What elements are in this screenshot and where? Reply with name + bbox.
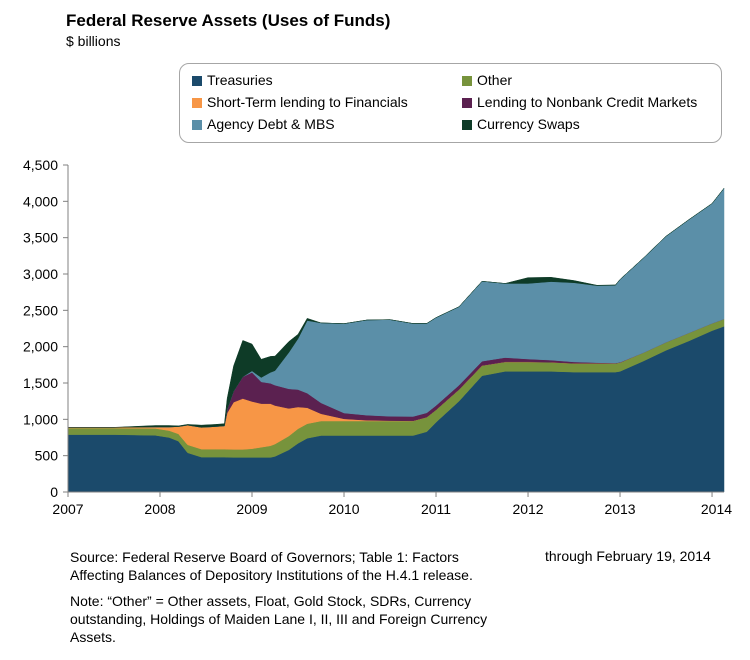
- legend-item-short-term-lending: Short-Term lending to Financials: [192, 94, 408, 110]
- through-date: through February 19, 2014: [545, 548, 711, 564]
- x-tick-label: 2014: [701, 501, 732, 517]
- legend-label: Currency Swaps: [477, 116, 580, 132]
- y-tick-label: 0: [50, 484, 58, 500]
- legend-swatch: [192, 98, 202, 108]
- legend-item-currency-swaps: Currency Swaps: [462, 116, 580, 132]
- y-tick-label: 4,500: [23, 157, 58, 173]
- y-tick-label: 2,000: [23, 339, 58, 355]
- axes: 0 500 1,000 1,500 2,000 2,500 3,000 3,500 4,000 4…: [23, 157, 732, 517]
- legend-swatch: [462, 98, 472, 108]
- legend-item-agency-mbs: Agency Debt & MBS: [192, 116, 335, 132]
- y-tick-label: 4,000: [23, 193, 58, 209]
- chart-subtitle: $ billions: [66, 33, 121, 49]
- y-tick-label: 2,500: [23, 302, 58, 318]
- legend-swatch: [192, 76, 202, 86]
- area-layers: [67, 187, 725, 493]
- legend-item-treasuries: Treasuries: [192, 72, 273, 88]
- y-tick-label: 1,500: [23, 375, 58, 391]
- y-tick-label: 3,000: [23, 266, 58, 282]
- legend-label: Short-Term lending to Financials: [207, 94, 408, 110]
- y-tick-label: 1,000: [23, 411, 58, 427]
- legend-swatch: [192, 120, 202, 130]
- y-tick-label: 3,500: [23, 230, 58, 246]
- legend: Treasuries Other Short-Term lending to F…: [179, 63, 722, 143]
- x-tick-label: 2013: [604, 501, 635, 517]
- legend-item-nonbank-lending: Lending to Nonbank Credit Markets: [462, 94, 697, 110]
- legend-label: Agency Debt & MBS: [207, 116, 335, 132]
- legend-item-other: Other: [462, 72, 512, 88]
- legend-swatch: [462, 76, 472, 86]
- x-tick-label: 2007: [52, 501, 83, 517]
- legend-swatch: [462, 120, 472, 130]
- legend-label: Treasuries: [207, 72, 273, 88]
- stacked-area-chart: 0 500 1,000 1,500 2,000 2,500 3,000 3,500 4,000 4…: [23, 157, 732, 517]
- y-tick-label: 500: [35, 448, 59, 464]
- x-tick-label: 2009: [236, 501, 267, 517]
- chart-title: Federal Reserve Assets (Uses of Funds): [66, 11, 391, 30]
- legend-label: Lending to Nonbank Credit Markets: [477, 94, 698, 110]
- x-tick-label: 2012: [512, 501, 543, 517]
- other-note: Note: “Other” = Other assets, Float, Gol…: [70, 593, 488, 645]
- legend-label: Other: [477, 72, 513, 88]
- source-note: Source: Federal Reserve Board of Governo…: [70, 549, 473, 583]
- x-tick-label: 2010: [328, 501, 359, 517]
- x-tick-label: 2008: [144, 501, 175, 517]
- x-tick-label: 2011: [421, 501, 451, 517]
